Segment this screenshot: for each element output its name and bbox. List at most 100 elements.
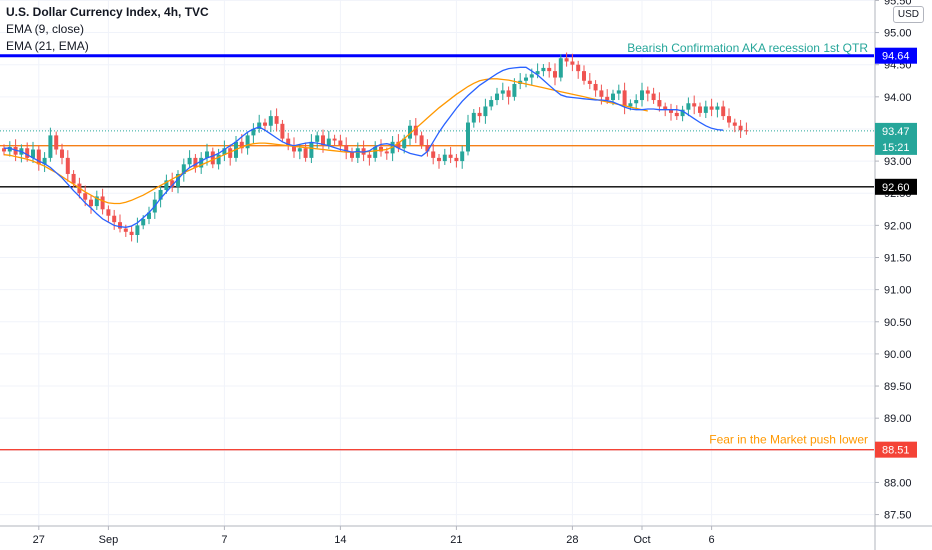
y-tick-label: 92.00 <box>884 220 912 232</box>
candle-body <box>564 58 569 62</box>
candle-body <box>605 96 610 101</box>
candle-body <box>454 157 459 162</box>
candle-body <box>674 112 679 117</box>
candle-body <box>268 116 273 126</box>
x-tick-label: 21 <box>450 534 462 546</box>
y-tick-label: 90.50 <box>884 317 912 329</box>
candle-body <box>686 103 691 110</box>
candle-body <box>744 130 749 132</box>
candle-body <box>176 173 180 187</box>
candle-body <box>292 145 296 152</box>
candle-body <box>535 71 540 75</box>
candle-body <box>576 64 581 72</box>
candle-body <box>71 173 76 184</box>
time-axis[interactable]: 27 Sep 7 14 21 28 Oct 6 <box>0 525 932 546</box>
y-tick-label: 87.50 <box>884 510 912 522</box>
candle-body <box>118 222 122 229</box>
target-price-label: 88.51 <box>882 445 910 457</box>
last-price-tag <box>875 122 917 155</box>
candle-body <box>448 154 453 158</box>
candle-body <box>489 100 494 107</box>
target-price-tag <box>875 441 917 458</box>
y-tick-label: 91.50 <box>884 253 912 265</box>
candle-body <box>692 103 697 107</box>
candle-body <box>715 106 720 110</box>
ema9-legend[interactable]: EMA (9, close) <box>6 22 85 36</box>
candle-body <box>367 154 372 158</box>
candle-body <box>31 149 35 158</box>
ema21-legend[interactable]: EMA (21, EMA) <box>6 39 89 53</box>
candle-body <box>732 122 737 126</box>
candle-body <box>709 106 714 110</box>
candle-body <box>483 106 488 117</box>
candle-body <box>547 67 552 72</box>
candle-body <box>460 151 465 162</box>
candle-body <box>669 109 673 113</box>
candle-body <box>645 90 650 94</box>
countdown-label: 15:21 <box>882 142 910 154</box>
candle-body <box>94 196 99 207</box>
candle-body <box>205 151 209 158</box>
candle-body <box>384 151 389 154</box>
candle-body <box>315 135 320 142</box>
y-tick-label: 89.00 <box>884 413 912 425</box>
symbol-title[interactable]: U.S. Dollar Currency Index, 4h, TVC <box>6 5 209 19</box>
candle-body <box>274 116 279 124</box>
candle-body <box>309 141 314 158</box>
candle-body <box>222 148 227 155</box>
candle-body <box>170 180 175 187</box>
candle-body <box>396 141 401 149</box>
candle-body <box>616 90 621 94</box>
x-tick-label: Sep <box>99 534 119 546</box>
candle-body <box>141 218 146 226</box>
y-tick-label: 90.00 <box>884 349 912 361</box>
candle-body <box>297 148 302 152</box>
candle-body <box>425 145 430 152</box>
y-tick-label: 89.50 <box>884 381 912 393</box>
candle-body <box>251 128 256 136</box>
candle-body <box>657 100 662 107</box>
y-tick-label: 91.00 <box>884 285 912 297</box>
x-tick-label: 14 <box>334 534 346 546</box>
candle-body <box>587 80 592 84</box>
x-tick-label: 7 <box>221 534 227 546</box>
candle-body <box>181 164 186 174</box>
candle-body <box>164 180 169 191</box>
candle-body <box>738 125 743 131</box>
candle-body <box>239 141 244 149</box>
candle-body <box>326 138 331 146</box>
candle-body <box>65 157 70 174</box>
price-axis[interactable]: 95.5095.0094.5094.0093.5093.0092.5092.00… <box>874 0 917 550</box>
fear-annotation: Fear in the Market push lower <box>709 432 868 446</box>
candle-body <box>703 106 708 113</box>
candle-body <box>628 103 633 107</box>
candle-body <box>54 135 59 150</box>
x-tick-label: 28 <box>566 534 578 546</box>
candle-body <box>158 190 163 200</box>
candle-body <box>640 90 644 101</box>
candle-body <box>524 77 528 81</box>
currency-button[interactable]: USD <box>892 6 924 23</box>
candle-body <box>83 193 88 200</box>
candle-body <box>199 157 204 168</box>
candle-body <box>245 135 250 149</box>
candle-body <box>408 125 412 139</box>
x-tick-label: Oct <box>633 534 650 546</box>
candle-body <box>193 157 198 168</box>
ema-lines <box>3 66 724 228</box>
candle-body <box>48 135 53 158</box>
candle-body <box>332 138 337 141</box>
candle-body <box>477 112 482 117</box>
candle-body <box>570 61 575 65</box>
candle-body <box>187 157 192 165</box>
y-tick-label: 88.00 <box>884 477 912 489</box>
candle-body <box>355 148 360 158</box>
candle-body <box>338 140 343 146</box>
candle-body <box>727 116 731 123</box>
candle-body <box>698 106 702 113</box>
last-price-label: 93.47 <box>882 126 910 138</box>
candle-body <box>437 157 441 162</box>
candle-body <box>89 199 93 207</box>
candle-body <box>634 100 639 104</box>
